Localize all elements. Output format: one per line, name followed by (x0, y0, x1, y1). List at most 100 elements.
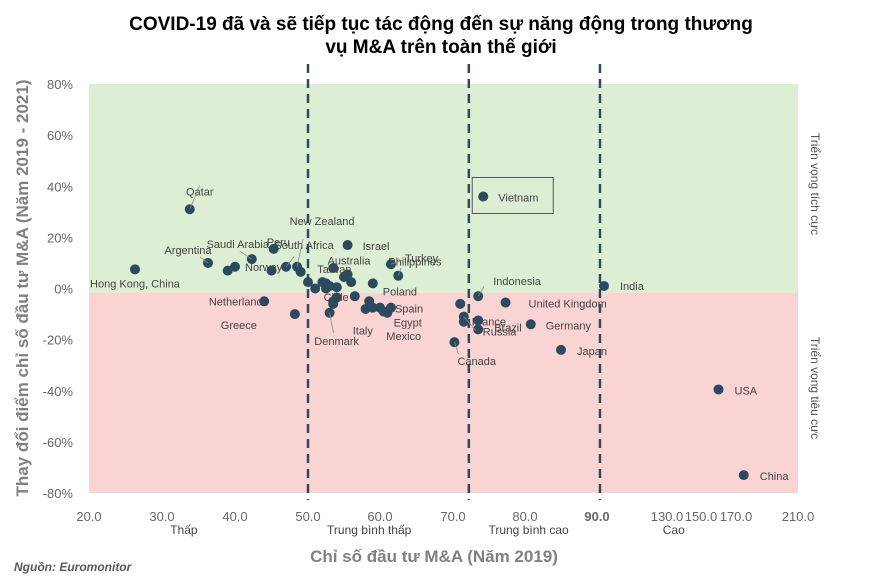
data-point (349, 291, 360, 302)
leader-line (454, 342, 459, 355)
data-label-spain: Spain (395, 304, 423, 316)
y-tick-label: 80% (47, 77, 73, 92)
data-point (473, 315, 484, 326)
x-tick-label: 60.0 (367, 509, 392, 524)
data-point-united-kingdom (500, 297, 511, 308)
data-point-peru (268, 243, 279, 254)
data-label-denmark: Denmark (314, 336, 359, 348)
chart-title-line-1: COVID-19 đã và sẽ tiếp tục tác động đến … (129, 14, 753, 35)
data-label-australia: Australia (328, 255, 372, 267)
data-label-brazil: Brazil (494, 322, 522, 334)
y-axis-ticks: 80% 60% 40% 20% 0% -20% -40% -60% -80% (43, 77, 74, 501)
y-tick-label: -40% (43, 384, 74, 399)
y-tick-label: 60% (47, 128, 73, 143)
x-tick-label: 50.0 (295, 509, 320, 524)
data-point (303, 277, 313, 288)
data-label-taiwan: Taiwan (317, 264, 351, 276)
data-label-india: India (620, 281, 645, 293)
data-point-hong-kong-china (129, 264, 140, 275)
data-label-mexico: Mexico (386, 331, 421, 343)
leader-line (296, 238, 304, 267)
data-label-japan: Japan (577, 346, 607, 358)
highlight-box (471, 176, 554, 214)
data-label-turkey: Turkey (405, 253, 439, 265)
data-label-usa: USA (735, 385, 758, 397)
x-tick-label: 170.0 (720, 509, 753, 524)
y-tick-label: 40% (47, 179, 73, 194)
data-label-netherlands: Netherlands (209, 296, 269, 308)
data-point-israel (342, 240, 353, 251)
x-tick-label: 90.0 (584, 509, 609, 524)
data-point-brazil (473, 324, 484, 335)
data-label-hong-kong-china: Hong Kong, China (90, 278, 181, 290)
zone-labels: Thấp Trung bình thấp Trung bình cao Cao (170, 523, 685, 537)
x-tick-label: 80.0 (512, 509, 537, 524)
data-point-greece (289, 309, 300, 320)
leader-line (329, 312, 334, 333)
x-tick-label: 210.0 (782, 509, 815, 524)
data-point-netherlands (259, 296, 270, 307)
x-tick-label: 20.0 (76, 509, 101, 524)
leader-line (477, 285, 485, 297)
y-tick-label: 0% (54, 282, 73, 297)
data-label-china: China (760, 471, 790, 483)
x-tick-label: 70.0 (440, 509, 465, 524)
data-label-qatar: Qatar (186, 186, 214, 198)
chart-title-line-2: vụ M&A trên toàn thế giới (325, 37, 556, 58)
data-point (310, 283, 321, 294)
leader-line (189, 185, 201, 210)
data-label-philippines: Philippines (388, 257, 442, 269)
data-label-italy: Italy (353, 326, 374, 338)
data-label-greece: Greece (221, 320, 257, 332)
zone-label: Trung bình cao (488, 523, 569, 537)
y-tick-label: -60% (43, 435, 74, 450)
data-point-chile (324, 280, 335, 291)
data-point-poland (367, 278, 378, 289)
data-label-egypt: Egypt (394, 318, 422, 330)
data-label-peru: Peru (267, 237, 290, 249)
data-label-canada: Canada (457, 356, 496, 368)
x-tick-label: 150.0 (685, 509, 718, 524)
data-label-poland: Poland (383, 286, 417, 298)
y-tick-label: -80% (43, 486, 74, 501)
zone-label: Thấp (170, 523, 198, 537)
data-point-norway (230, 261, 240, 272)
leader-line (397, 267, 402, 276)
data-point-japan (556, 344, 566, 355)
y-tick-label: 20% (47, 230, 73, 245)
leader-line (239, 250, 253, 260)
data-point (455, 298, 466, 309)
data-label-saudi-arabia: Saudi Arabia (207, 239, 270, 251)
negative-outlook-background (89, 293, 798, 493)
data-point (266, 265, 277, 276)
x-axis-ticks: 20.0 30.0 40.0 50.0 60.0 70.0 80.0 90.0 130.0 150… (76, 509, 814, 524)
data-point-germany (525, 319, 536, 330)
x-tick-label: 40.0 (222, 509, 247, 524)
data-label-vietnam: Vietnam (498, 192, 538, 204)
data-label-argentina: Argentina (164, 245, 212, 257)
data-label-germany: Germany (546, 320, 592, 332)
positive-outlook-label: Triển vọng tích cực (808, 133, 822, 235)
leader-line (285, 256, 295, 268)
data-point-australia (342, 269, 353, 280)
negative-outlook-label: Triển vọng tiêu cực (808, 337, 822, 439)
data-label-united-kingdom: United Kingdom (529, 299, 607, 311)
data-point (346, 277, 357, 288)
data-label-new-zealand: New Zealand (290, 216, 355, 228)
data-label-chile: Chile (324, 292, 349, 304)
zone-label: Trung bình thấp (327, 523, 412, 537)
x-tick-label: 130.0 (651, 509, 684, 524)
x-tick-label: 30.0 (149, 509, 174, 524)
leader-line (390, 258, 406, 265)
data-label-indonesia: Indonesia (493, 276, 542, 288)
data-label-south-africa: South Africa (274, 240, 334, 252)
data-point-taiwan (328, 263, 339, 274)
x-axis-title: Chỉ số đầu tư M&A (Năm 2019) (310, 547, 558, 566)
data-label-israel: Israel (363, 241, 390, 253)
leader-line (463, 316, 477, 331)
data-label-france: France (472, 317, 506, 329)
data-point-italy (367, 302, 378, 313)
data-label-norway: Norway (245, 262, 283, 274)
y-tick-label: -20% (43, 333, 74, 348)
